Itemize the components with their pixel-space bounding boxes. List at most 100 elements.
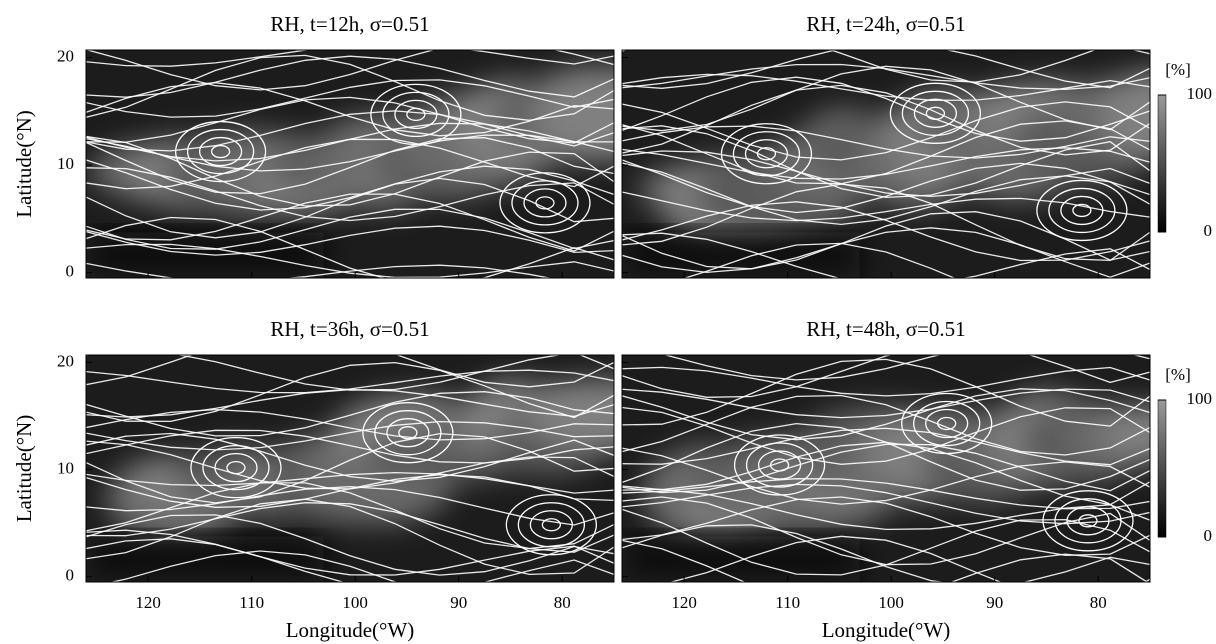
- frame: [85, 49, 615, 279]
- streamline: [86, 96, 614, 144]
- streamline: [86, 388, 614, 418]
- streamline: [622, 355, 1150, 398]
- colorbar-tick-label: 0: [1204, 526, 1213, 545]
- streamline: [622, 120, 1150, 185]
- streamline: [622, 427, 1150, 466]
- streamline: [622, 84, 1150, 156]
- x-tick-label: 110: [239, 593, 264, 612]
- streamline: [86, 514, 614, 576]
- streamline: [622, 539, 1149, 582]
- vortex: [1036, 179, 1128, 242]
- x-axis-label: Longitude(°W): [286, 618, 415, 642]
- vortex: [517, 502, 586, 548]
- streamline: [622, 232, 1150, 278]
- streamline: [622, 443, 1150, 494]
- colorbar-tick-label: 100: [1187, 84, 1213, 103]
- y-tick-label: 20: [57, 46, 74, 65]
- streamline: [86, 138, 614, 190]
- streamline: [622, 76, 1150, 142]
- vortex: [198, 136, 243, 167]
- streamline: [622, 496, 1150, 556]
- streamline: [86, 486, 614, 526]
- streamline: [622, 191, 1150, 222]
- streamline: [622, 488, 1150, 531]
- vortex: [925, 408, 969, 439]
- vortex: [757, 450, 802, 480]
- rh-moist-band: [642, 390, 1150, 543]
- streamline: [86, 216, 614, 278]
- y-tick-label: 10: [57, 154, 74, 173]
- field: [86, 50, 614, 278]
- vortex: [745, 442, 814, 488]
- vortex: [186, 128, 255, 175]
- panel-title: RH, t=12h, σ=0.51: [270, 12, 429, 36]
- vortex: [913, 400, 981, 447]
- vortex: [1048, 187, 1116, 234]
- x-tick-label: 90: [986, 593, 1003, 612]
- vortex: [174, 120, 267, 183]
- x-tick-label: 100: [878, 593, 904, 612]
- vortex: [505, 494, 598, 556]
- y-tick-label: 20: [57, 351, 74, 370]
- colorbar: [1157, 399, 1167, 538]
- colorbar-tick-label: 100: [1187, 389, 1213, 408]
- x-tick-label: 120: [135, 593, 161, 612]
- streamline: [622, 358, 1150, 427]
- y-axis-label: Latitude(°N): [12, 415, 36, 523]
- streamline: [669, 535, 1150, 582]
- vortex: [529, 510, 574, 540]
- field: [622, 355, 1150, 582]
- vortex: [1054, 498, 1122, 544]
- streamline: [622, 65, 1150, 132]
- streamline: [86, 502, 614, 553]
- vortex: [937, 416, 957, 431]
- streamline: [622, 388, 1150, 441]
- vortex: [1060, 195, 1104, 226]
- streamline: [86, 474, 614, 508]
- streamline: [86, 79, 614, 118]
- x-tick-label: 110: [775, 593, 800, 612]
- streamline: [86, 82, 614, 137]
- streamline: [622, 524, 1150, 582]
- rh-blob: [1101, 404, 1150, 462]
- vortex: [202, 445, 270, 491]
- streamline: [663, 355, 1150, 381]
- vortex: [190, 437, 282, 499]
- streamline: [109, 550, 398, 582]
- vortex: [1072, 203, 1092, 218]
- streamline: [622, 406, 1150, 465]
- streamline: [622, 183, 1150, 262]
- vortex: [398, 426, 418, 440]
- streamline: [622, 366, 1150, 397]
- colorbar: [1157, 94, 1167, 233]
- streamline: [86, 193, 614, 252]
- rh-dry-area: [86, 232, 324, 278]
- streamline: [622, 63, 1150, 90]
- frame: [621, 354, 1151, 583]
- streamline: [86, 177, 614, 239]
- streamline: [86, 159, 614, 211]
- streamline: [86, 420, 614, 451]
- vortex: [226, 461, 246, 475]
- vortex: [386, 418, 430, 448]
- y-tick-label: 0: [66, 566, 75, 585]
- streamline: [86, 432, 614, 504]
- x-axis-label: Longitude(°W): [822, 618, 951, 642]
- vortex: [382, 91, 450, 138]
- vortex: [523, 188, 567, 218]
- streamline: [622, 211, 1150, 270]
- streamline: [622, 483, 1150, 525]
- streamline: [86, 432, 614, 482]
- vortex: [913, 98, 958, 128]
- streamline: [86, 538, 614, 582]
- vortex: [406, 107, 426, 122]
- vortex: [720, 123, 813, 185]
- vortex: [394, 99, 438, 130]
- streamline: [683, 242, 956, 278]
- x-tick-label: 80: [554, 593, 571, 612]
- streamline: [622, 162, 1150, 226]
- panel-title: RH, t=48h, σ=0.51: [806, 317, 965, 341]
- streamline: [622, 50, 1150, 89]
- streamline: [86, 50, 614, 67]
- streamline: [622, 125, 1150, 199]
